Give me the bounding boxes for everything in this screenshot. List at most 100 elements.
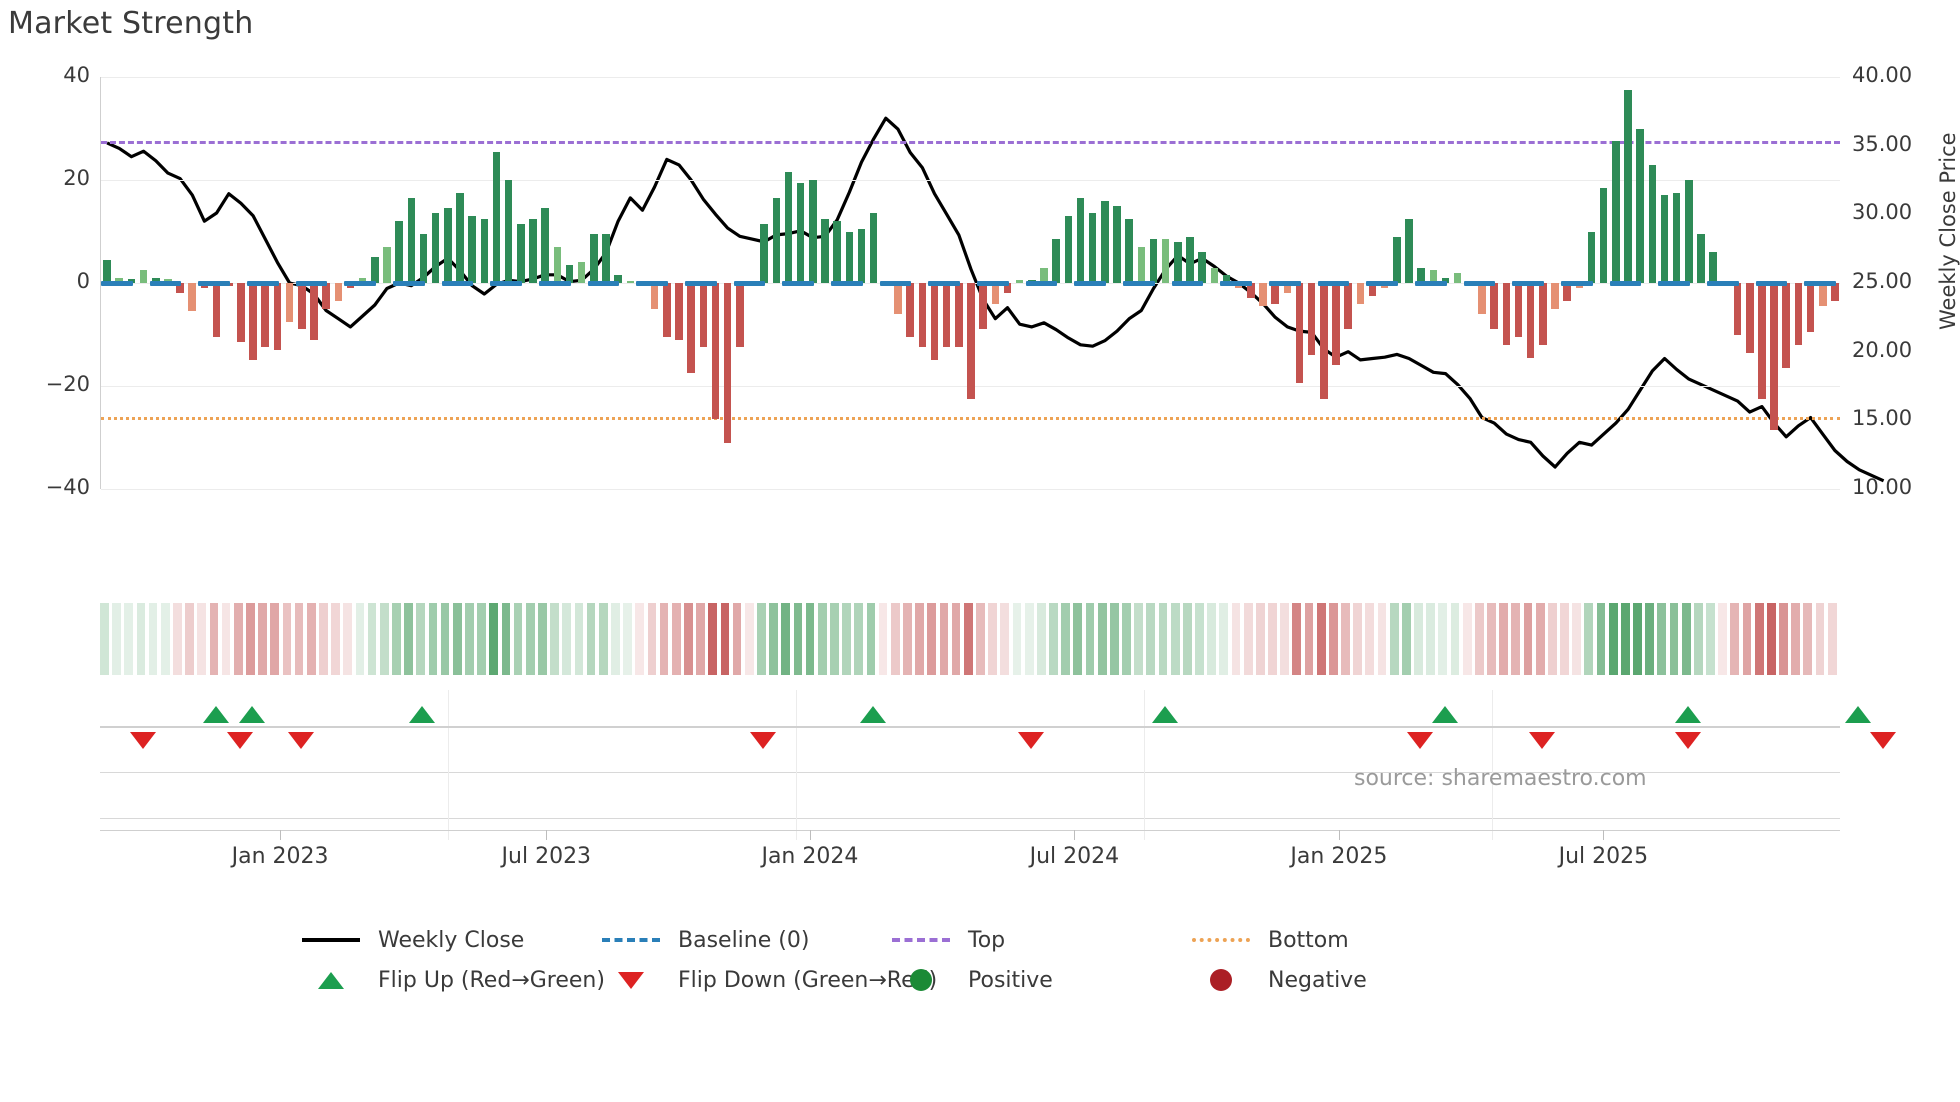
heatmap-cell	[294, 603, 304, 675]
legend-item[interactable]: Flip Down (Green→Red)	[600, 965, 937, 995]
strength-bar	[711, 283, 720, 420]
flip-up-marker	[1151, 706, 1178, 723]
strength-bar	[857, 228, 866, 283]
strength-bar	[1320, 283, 1328, 399]
strength-bar	[1490, 283, 1498, 330]
heatmap-cell	[440, 603, 450, 675]
legend-item[interactable]: Bottom	[1190, 925, 1349, 955]
strength-bar	[1417, 267, 1425, 283]
strength-bar	[553, 246, 562, 283]
heatmap-cell	[732, 603, 742, 675]
strength-bar	[1709, 252, 1717, 283]
legend-item[interactable]: Top	[890, 925, 1005, 955]
strength-bar	[723, 283, 732, 443]
heatmap-cell	[1304, 603, 1314, 675]
baseline-segment	[928, 281, 961, 286]
heatmap-cell	[501, 603, 511, 675]
strength-bar	[565, 264, 574, 283]
heatmap-cell	[258, 603, 267, 675]
y-axis-right-tick: 20.00	[1852, 337, 1913, 362]
heatmap-cell	[647, 603, 657, 675]
strength-bar	[1137, 246, 1146, 283]
strength-bar	[906, 283, 914, 338]
strength-bar	[687, 283, 695, 374]
heatmap-cell	[452, 603, 462, 675]
baseline-segment	[1415, 281, 1447, 286]
heatmap-cell	[1426, 603, 1436, 675]
strength-bar	[176, 283, 184, 294]
strength-bar	[1672, 192, 1681, 283]
heatmap-cell	[1036, 603, 1046, 675]
strength-bar	[1040, 267, 1048, 283]
strength-bar	[894, 283, 902, 314]
dashed-line-icon	[890, 927, 952, 953]
strength-bar	[614, 275, 622, 283]
legend-item[interactable]: Weekly Close	[300, 925, 524, 955]
baseline-segment	[393, 281, 425, 286]
strength-bar	[1539, 283, 1547, 345]
heatmap-cell	[1061, 603, 1070, 675]
heatmap-cell	[1158, 603, 1168, 675]
legend-item[interactable]: Positive	[890, 965, 1053, 995]
flip-up-marker	[1431, 706, 1458, 723]
strength-bar	[663, 283, 671, 338]
heatmap-cell	[367, 603, 377, 675]
heatmap-cell	[562, 603, 572, 675]
flip-down-marker	[1017, 732, 1044, 749]
strength-bar	[736, 283, 744, 348]
heatmap-cell	[270, 603, 280, 675]
baseline-segment	[636, 281, 668, 286]
heatmap-cell	[1389, 603, 1399, 675]
heatmap-cell	[1681, 603, 1691, 675]
baseline-segment	[198, 281, 230, 286]
heatmap-cell	[1815, 603, 1825, 675]
solid-line-icon	[300, 927, 362, 953]
strength-bar	[675, 283, 683, 340]
strength-bar	[1782, 283, 1790, 368]
heatmap-cell	[976, 603, 985, 675]
heatmap-cell	[1012, 603, 1022, 675]
baseline-segment	[879, 281, 912, 286]
x-axis: Jan 2023 Jul 2023 Jan 2024 Jul 2024 Jan 2025…	[100, 830, 1840, 890]
strength-bar	[1210, 267, 1219, 283]
baseline-segment	[1512, 281, 1545, 286]
strength-bar	[930, 283, 939, 361]
heatmap-cell	[209, 603, 219, 675]
strength-bar	[1636, 128, 1644, 283]
heatmap-cell	[635, 603, 645, 675]
strength-bar	[1587, 231, 1596, 283]
legend-label: Negative	[1268, 967, 1367, 993]
baseline-segment	[1366, 281, 1399, 286]
legend-item[interactable]: Flip Up (Red→Green)	[300, 965, 605, 995]
strength-bar	[1758, 283, 1766, 399]
heatmap-cell	[842, 603, 851, 675]
strength-bar	[285, 283, 294, 322]
x-axis-tick	[809, 830, 811, 840]
heatmap-cell	[1049, 603, 1058, 675]
lower-vertical-gridline	[448, 690, 449, 840]
baseline-segment	[977, 281, 1009, 286]
heatmap-cell	[1268, 603, 1277, 675]
strength-bar	[1076, 198, 1085, 283]
y-axis-right-tick: 10.00	[1852, 475, 1913, 499]
heatmap-cell	[1255, 603, 1265, 675]
legend-item[interactable]: Baseline (0)	[600, 925, 809, 955]
heatmap-cell	[1401, 603, 1411, 675]
heatmap-cell	[1547, 603, 1557, 675]
y-axis-right-label: Weekly Close Price	[1936, 132, 1960, 330]
heatmap-cell	[124, 603, 134, 675]
legend-item[interactable]: Negative	[1190, 965, 1367, 995]
strength-bar	[979, 283, 987, 330]
heatmap-cell	[173, 603, 182, 675]
bottom-reference-line	[101, 416, 1840, 420]
heatmap-cell	[1109, 603, 1119, 675]
strength-bar	[760, 223, 768, 283]
heatmap-cell	[1316, 603, 1326, 675]
strength-bar	[1174, 241, 1182, 283]
x-axis-tick-label: Jan 2023	[231, 844, 329, 869]
strength-bar	[1429, 270, 1438, 283]
heatmap-cell	[586, 603, 596, 675]
heatmap-cell	[1231, 603, 1241, 675]
heatmap-cell	[306, 603, 316, 675]
